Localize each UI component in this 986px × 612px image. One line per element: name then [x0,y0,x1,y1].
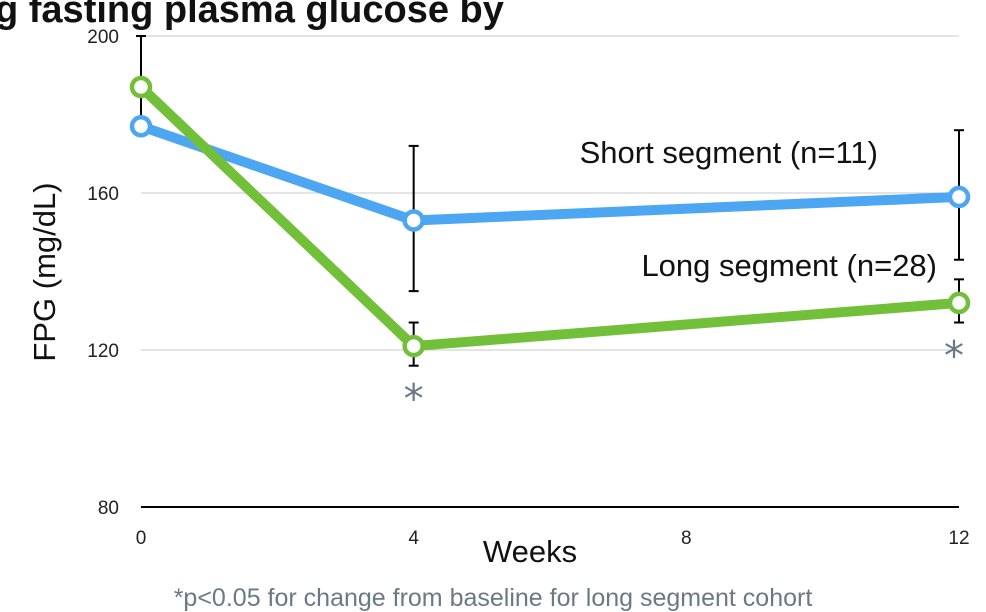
series-label-long: Long segment (n=28) [641,248,937,283]
x-tick-label: 8 [681,528,692,549]
data-point [947,185,971,209]
y-tick-label: 80 [98,498,119,519]
significance-star: * [404,377,424,423]
significance-star: * [944,334,964,380]
gridlines [141,35,959,351]
y-tick-labels: 80 120 160 200 [87,27,119,519]
data-point [402,209,425,232]
data-point [129,115,153,138]
x-axis-label: Weeks [483,534,577,569]
y-tick-label: 160 [87,184,119,205]
x-tick-labels: 0 4 8 12 [136,528,970,549]
series-label-short: Short segment (n=11) [580,135,878,170]
data-point [402,334,425,358]
y-axis-label: FPG (mg/dL) [27,182,62,361]
x-tick-label: 0 [136,528,147,549]
data-point [129,75,153,99]
x-tick-label: 12 [948,528,969,549]
y-tick-label: 200 [87,27,119,48]
series [129,35,971,367]
significance-markers: ** [404,334,964,423]
data-point [947,291,971,315]
footnote: *p<0.05 for change from baseline for lon… [174,584,813,612]
x-tick-label: 4 [408,528,419,549]
chart-title: g fasting plasma glucose by [0,0,504,31]
y-tick-label: 120 [87,341,119,362]
